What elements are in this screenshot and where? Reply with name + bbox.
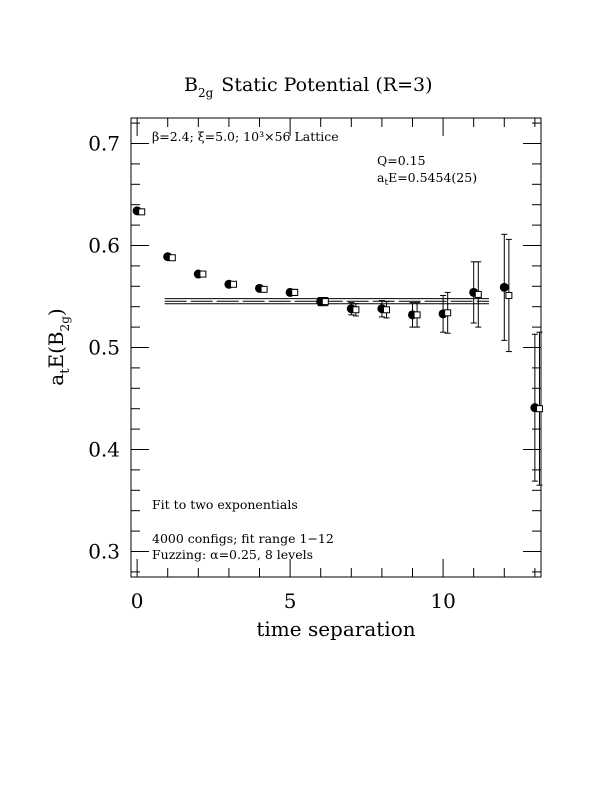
chart-title: B2g Static Potential (R=3) xyxy=(184,74,433,100)
annotation-configs: 4000 configs; fit range 1−12 xyxy=(152,531,334,546)
y-tick-label: 0.7 xyxy=(88,132,120,156)
series-filled-circles xyxy=(132,206,540,482)
data-point-circle xyxy=(499,282,509,292)
data-series xyxy=(132,206,543,486)
x-tick-label: 5 xyxy=(284,589,297,613)
data-point-square xyxy=(138,208,146,216)
x-tick-label: 10 xyxy=(430,589,455,613)
y-tick-labels: 0.3 0.4 0.5 0.6 0.7 xyxy=(88,132,120,564)
data-point-square xyxy=(230,280,237,288)
y-tick-label: 0.3 xyxy=(88,540,120,564)
data-point-square xyxy=(505,291,513,299)
data-point-square xyxy=(199,270,207,278)
data-point-square xyxy=(413,311,421,319)
data-point-square xyxy=(474,290,482,298)
axis-ticks xyxy=(131,118,541,577)
series-open-squares xyxy=(138,208,543,486)
x-axis-label: time separation xyxy=(256,617,415,641)
data-point-square xyxy=(260,285,268,293)
annotation-q: Q=0.15 xyxy=(377,153,426,168)
y-axis-label: atE(B2g) xyxy=(44,308,73,385)
y-tick-label: 0.4 xyxy=(88,438,120,462)
data-point-square xyxy=(168,254,176,262)
data-point-square xyxy=(321,298,329,306)
annotation-energy: atE=0.5454(25) xyxy=(377,170,477,188)
data-point-square xyxy=(444,309,452,317)
x-tick-label: 0 xyxy=(131,589,144,613)
y-tick-label: 0.6 xyxy=(88,234,120,258)
y-tick-label: 0.5 xyxy=(88,336,120,360)
data-point-square xyxy=(382,306,390,314)
x-tick-labels: 0 5 10 xyxy=(131,589,456,613)
annotation-lattice: β=2.4; ξ=5.0; 10³×56 Lattice xyxy=(152,129,339,144)
data-point-square xyxy=(352,306,360,314)
data-point-square xyxy=(535,405,543,413)
annotation-fit-type: Fit to two exponentials xyxy=(152,497,298,512)
annotation-fuzzing: Fuzzing: α=0.25, 8 levels xyxy=(152,547,313,562)
data-point-square xyxy=(291,288,299,296)
